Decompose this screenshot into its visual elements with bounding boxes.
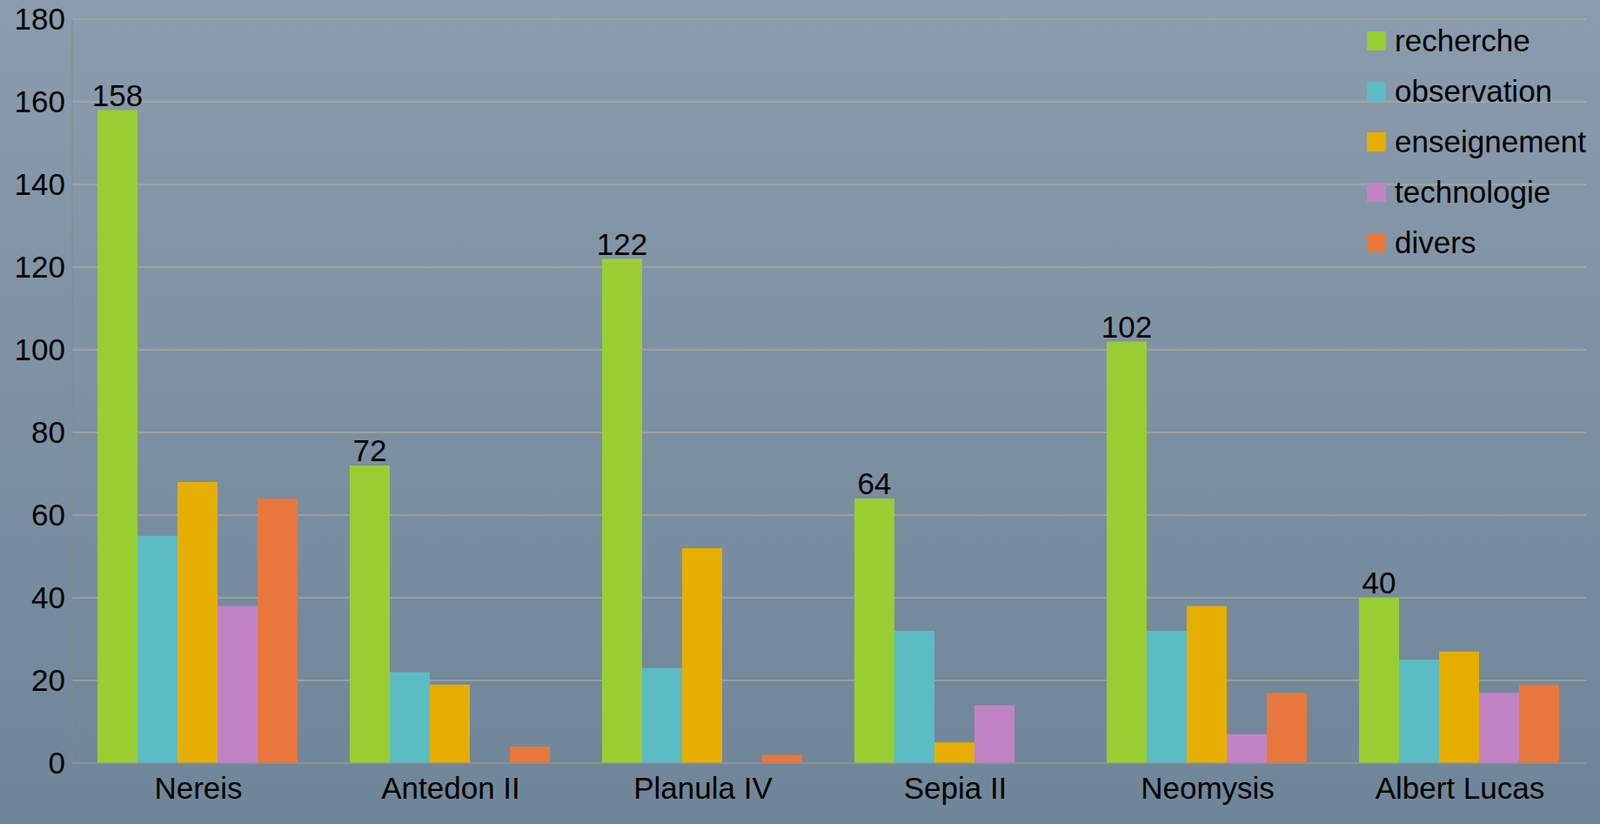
svg-text:72: 72 [353,433,388,468]
svg-text:Antedon II: Antedon II [381,770,521,805]
svg-text:120: 120 [14,249,66,284]
svg-text:Nereis: Nereis [153,770,242,805]
svg-text:122: 122 [596,227,648,262]
svg-text:Sepia II: Sepia II [903,770,1008,805]
svg-text:60: 60 [31,497,66,532]
svg-text:160: 160 [14,84,66,119]
svg-text:Neomysis: Neomysis [1140,770,1275,805]
svg-text:102: 102 [1101,309,1152,344]
svg-text:Albert Lucas: Albert Lucas [1375,770,1546,805]
svg-text:20: 20 [31,662,66,697]
svg-text:140: 140 [14,167,66,201]
html-text:enseignement: enseignement [1394,124,1587,159]
svg-text:64: 64 [857,466,892,501]
svg-text:180: 180 [14,1,66,36]
svg-text:Planula IV: Planula IV [633,770,773,805]
html-text:divers: divers [1394,225,1477,260]
svg-text:40: 40 [1362,565,1397,600]
html-text:technologie: technologie [1394,174,1551,209]
html-text:recherche: recherche [1394,23,1531,58]
svg-text:40: 40 [31,580,66,615]
svg-text:80: 80 [31,415,66,449]
svg-text:158: 158 [92,78,143,113]
html-text:observation: observation [1394,73,1553,108]
svg-text:0: 0 [48,745,66,780]
svg-text:100: 100 [14,332,66,367]
